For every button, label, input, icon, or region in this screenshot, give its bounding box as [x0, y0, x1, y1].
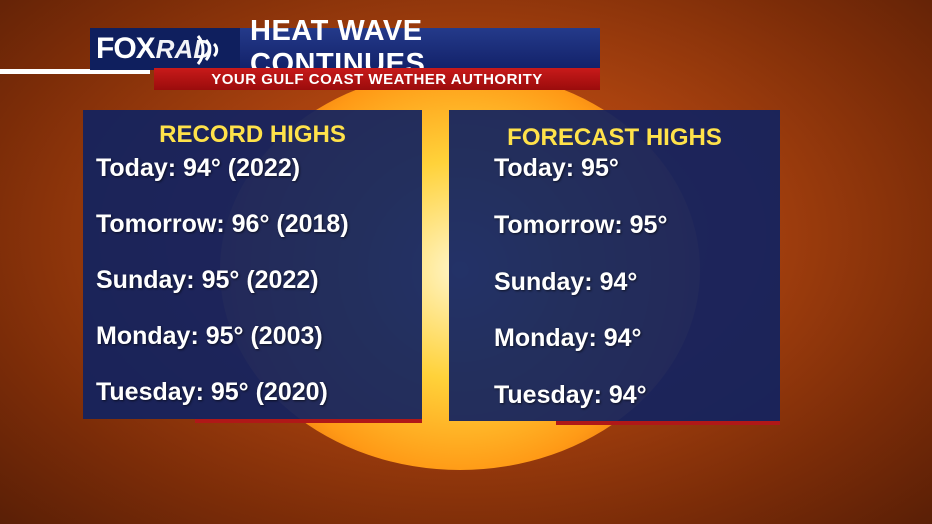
page-subtitle: YOUR GULF COAST WEATHER AUTHORITY	[211, 70, 543, 88]
record-row-sunday: Sunday: 95° (2022)	[96, 266, 319, 294]
forecast-row-tuesday: Tuesday: 94°	[494, 381, 647, 409]
forecast-highs-panel: FORECAST HIGHS Today: 95° Tomorrow: 95° …	[449, 110, 780, 421]
forecast-row-tomorrow: Tomorrow: 95°	[494, 211, 668, 239]
radar-waves-icon	[196, 35, 219, 65]
forecast-row-monday: Monday: 94°	[494, 324, 642, 352]
header-white-stripe	[0, 69, 150, 74]
record-row-today: Today: 94° (2022)	[96, 154, 301, 182]
record-row-monday: Monday: 95° (2003)	[96, 322, 323, 350]
forecast-highs-heading: FORECAST HIGHS	[507, 124, 722, 151]
forecast-row-sunday: Sunday: 94°	[494, 268, 638, 296]
title-bar: HEAT WAVE CONTINUES	[240, 15, 600, 80]
foxrad-logo: FOX RAD	[90, 28, 240, 70]
record-highs-panel: RECORD HIGHS Today: 94° (2022) Tomorrow:…	[83, 110, 422, 419]
record-highs-heading: RECORD HIGHS	[159, 121, 346, 148]
record-row-tomorrow: Tomorrow: 96° (2018)	[96, 210, 349, 238]
record-row-tuesday: Tuesday: 95° (2020)	[96, 378, 328, 406]
subtitle-bar: YOUR GULF COAST WEATHER AUTHORITY	[154, 68, 600, 90]
logo-fox-text: FOX	[96, 32, 156, 65]
record-panel-red-underline	[195, 419, 422, 423]
forecast-row-today: Today: 95°	[494, 154, 619, 182]
forecast-panel-red-underline	[556, 421, 780, 425]
